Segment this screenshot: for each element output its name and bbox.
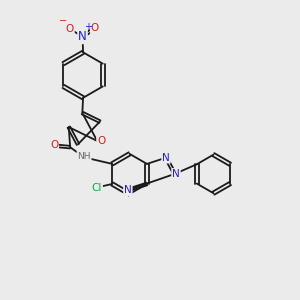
Text: N: N [172, 169, 180, 179]
Text: N: N [162, 153, 170, 163]
Text: N: N [78, 30, 87, 43]
Text: +: + [84, 22, 92, 32]
Text: O: O [91, 23, 99, 33]
Text: NH: NH [77, 152, 91, 161]
Text: O: O [97, 136, 105, 146]
Text: O: O [66, 24, 74, 34]
Text: N: N [124, 185, 132, 195]
Text: −: − [59, 16, 67, 26]
Text: Cl: Cl [92, 183, 102, 193]
Text: O: O [50, 140, 58, 150]
